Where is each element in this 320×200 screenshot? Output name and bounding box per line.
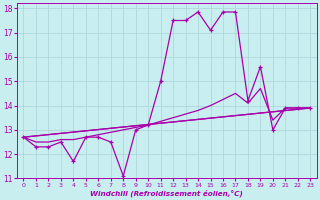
X-axis label: Windchill (Refroidissement éolien,°C): Windchill (Refroidissement éolien,°C) — [91, 189, 243, 197]
